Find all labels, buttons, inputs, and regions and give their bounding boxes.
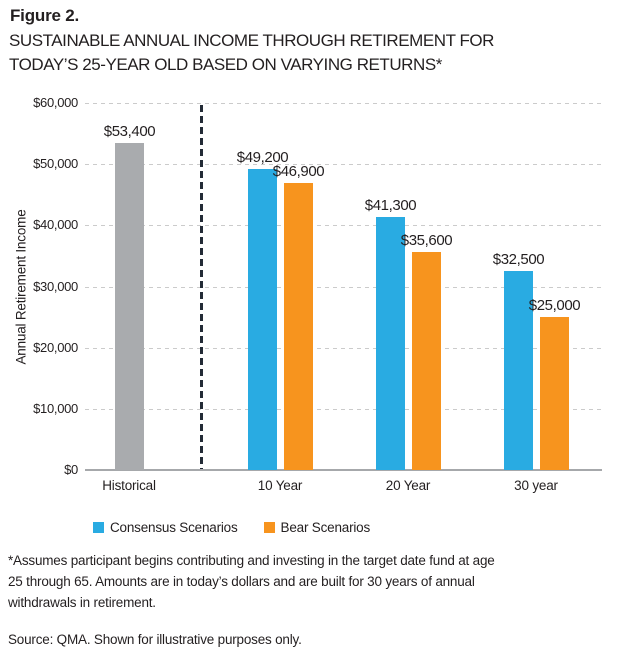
bar-consensus-scenarios-20-year <box>376 217 405 470</box>
bar-value-label: $25,000 <box>528 297 581 314</box>
bar-bear-scenarios-30-year <box>540 317 569 470</box>
footnote-line: withdrawals in retirement. <box>8 595 156 610</box>
bar-value-label: $53,400 <box>103 123 156 140</box>
gridline <box>85 225 602 226</box>
figure-title-line1: SUSTAINABLE ANNUAL INCOME THROUGH RETIRE… <box>9 31 495 50</box>
gridline <box>85 103 602 104</box>
bar-consensus-scenarios-30-year <box>504 271 533 470</box>
legend-item-bear-scenarios: Bear Scenarios <box>263 520 371 535</box>
footnote-line: *Assumes participant begins contributing… <box>8 553 495 568</box>
y-tick-label: $0 <box>64 462 78 477</box>
x-axis-label-10-year: 10 Year <box>257 478 303 493</box>
y-tick-label: $30,000 <box>33 279 78 294</box>
bar-value-label: $46,900 <box>272 163 325 180</box>
bar-consensus-scenarios-10-year <box>248 169 277 470</box>
x-axis-label-30-year: 30 year <box>514 478 558 493</box>
bar-value-label: $32,500 <box>492 251 545 268</box>
historical-separator-line <box>200 105 203 469</box>
legend-swatch-consensus-scenarios <box>93 522 104 533</box>
footnote-assumption: *Assumes participant begins contributing… <box>8 550 495 613</box>
x-axis-label-20-year: 20 Year <box>385 478 431 493</box>
bar-historical <box>115 143 144 470</box>
figure-title-line2: TODAY’S 25-YEAR OLD BASED ON VARYING RET… <box>9 55 442 74</box>
y-tick-label: $40,000 <box>33 217 78 232</box>
gridline <box>85 164 602 165</box>
bar-bear-scenarios-20-year <box>412 252 441 470</box>
y-tick-label: $50,000 <box>33 156 78 171</box>
legend-swatch-bear-scenarios <box>263 522 275 533</box>
legend-label: Bear Scenarios <box>280 520 371 535</box>
bar-value-label: $35,600 <box>400 232 453 249</box>
bar-value-label: $49,200 <box>236 149 289 166</box>
bar-bear-scenarios-10-year <box>284 183 313 470</box>
gridline <box>85 287 602 288</box>
gridline <box>85 348 602 349</box>
legend-item-consensus-scenarios: Consensus Scenarios <box>93 520 238 535</box>
x-axis-label-historical: Historical <box>102 478 156 493</box>
y-tick-label: $10,000 <box>33 401 78 416</box>
y-tick-label: $60,000 <box>33 95 78 110</box>
y-tick-label: $20,000 <box>33 340 78 355</box>
legend: Consensus Scenarios Bear Scenarios <box>93 520 370 535</box>
x-axis-line <box>85 469 602 471</box>
figure-label: Figure 2. <box>10 6 80 25</box>
footnote-source: Source: QMA. Shown for illustrative purp… <box>8 632 302 647</box>
gridline <box>85 409 602 410</box>
legend-label: Consensus Scenarios <box>110 520 238 535</box>
footnote-line: 25 through 65. Amounts are in today’s do… <box>8 574 475 589</box>
bar-value-label: $41,300 <box>364 197 417 214</box>
